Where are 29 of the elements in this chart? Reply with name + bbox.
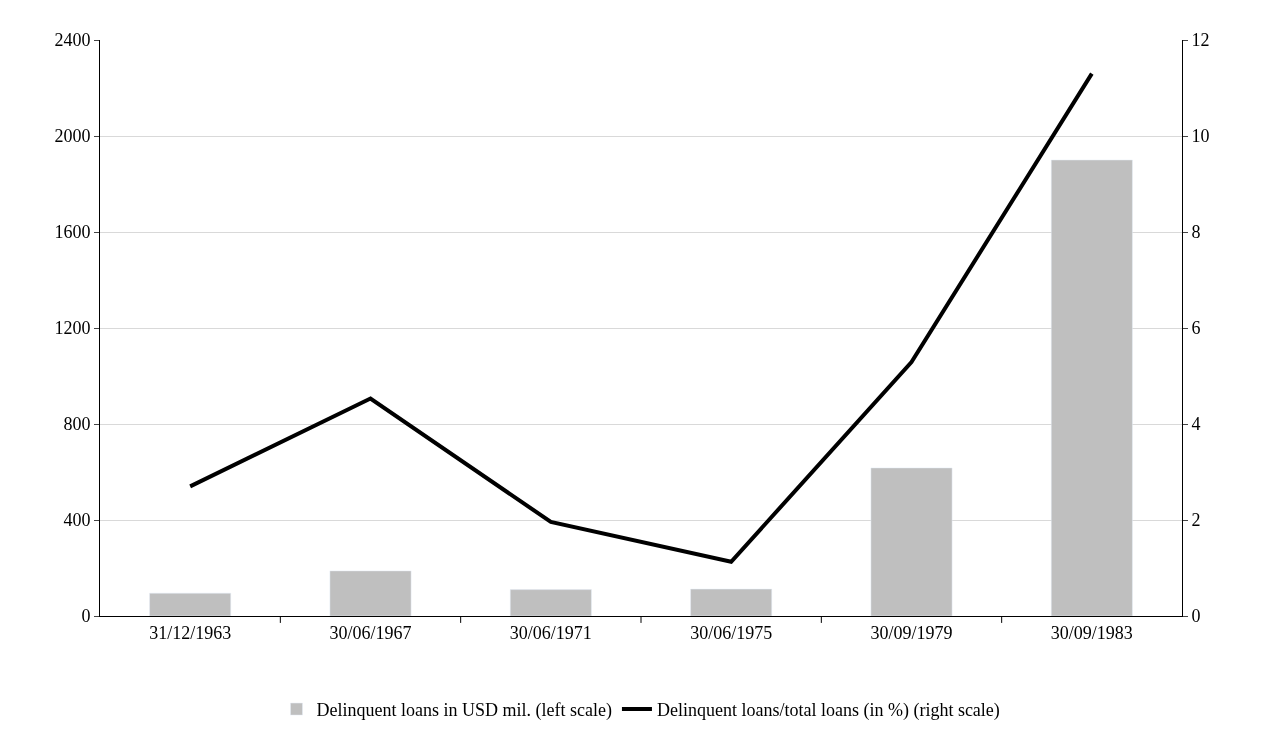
x-tick-label: 30/06/1975 — [690, 622, 773, 643]
y-tick-label: 2000 — [54, 126, 91, 147]
line-series — [188, 71, 1094, 564]
x-tick-label: 30/09/1983 — [1050, 622, 1133, 643]
bar — [329, 570, 412, 616]
y2-tick-label: 2 — [1191, 510, 1201, 531]
bar — [690, 588, 772, 616]
bar — [1051, 159, 1133, 616]
x-tick-label: 30/09/1979 — [870, 622, 953, 643]
y-tick-label: 800 — [63, 414, 91, 435]
y2-tick-label: 4 — [1191, 414, 1201, 435]
x-tick-label: 30/06/1971 — [509, 622, 592, 643]
y-tick-label: 1200 — [54, 318, 91, 339]
bar — [510, 589, 592, 616]
bar — [149, 592, 231, 616]
x-tick-label: 31/12/1963 — [149, 622, 232, 643]
y2-tick-label: 6 — [1191, 318, 1201, 339]
y-tick-label: 400 — [63, 510, 91, 531]
bar — [870, 467, 953, 616]
x-tick-label: 30/06/1967 — [329, 622, 412, 643]
y-tick-label: 1600 — [54, 222, 91, 243]
y2-tick-label: 10 — [1191, 126, 1210, 147]
y-tick-label: 0 — [81, 606, 91, 627]
y2-tick-label: 8 — [1191, 222, 1201, 243]
y2-tick-label: 0 — [1191, 606, 1201, 627]
y2-tick-label: 12 — [1191, 30, 1210, 51]
legend-label: Delinquent loans in USD mil. (left scale) — [316, 700, 612, 722]
legend-label: Delinquent loans/total loans (in %) (right scale) — [656, 700, 1000, 722]
y-tick-label: 2400 — [54, 30, 91, 51]
